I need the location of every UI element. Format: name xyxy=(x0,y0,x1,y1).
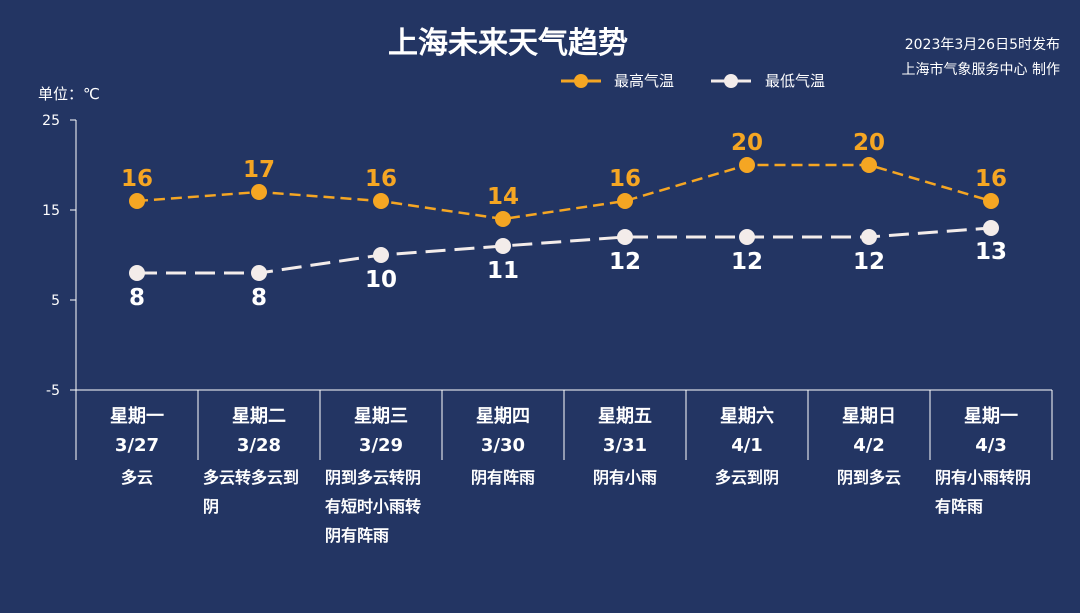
x-day-label: 星期六 xyxy=(720,405,774,427)
high-temp-point xyxy=(373,193,389,209)
low-temp-line xyxy=(137,226,992,275)
high-temp-label: 20 xyxy=(853,130,885,156)
low-temp-point xyxy=(983,220,999,236)
low-temp-point xyxy=(129,265,145,281)
x-day-label: 星期四 xyxy=(476,406,530,427)
y-tick-label: 25 xyxy=(42,113,60,129)
weather-description: 阴到多云 xyxy=(837,468,901,487)
y-axis-ticks: 25 15 5 -5 xyxy=(42,113,76,399)
x-date-label: 4/1 xyxy=(731,435,763,456)
x-day-label: 星期三 xyxy=(354,406,408,427)
x-date-label: 3/31 xyxy=(603,435,647,456)
x-day-label: 星期一 xyxy=(964,406,1018,427)
chart-axes xyxy=(75,120,1053,460)
low-temp-label: 13 xyxy=(975,239,1007,265)
x-day-label: 星期日 xyxy=(842,406,896,427)
unit-label: 单位：℃ xyxy=(38,85,100,103)
low-temp-label: 10 xyxy=(365,267,397,293)
high-temp-label: 14 xyxy=(487,184,519,210)
weather-description: 阴 xyxy=(203,497,219,516)
high-temp-label: 16 xyxy=(121,166,153,192)
low-temp-label: 12 xyxy=(609,249,641,275)
low-temp-label: 11 xyxy=(487,258,519,284)
legend-high-marker xyxy=(574,74,588,88)
weather-description: 阴有小雨转阴 xyxy=(935,468,1031,487)
high-temp-point xyxy=(983,193,999,209)
x-day-label: 星期五 xyxy=(598,406,652,427)
low-temp-point xyxy=(373,247,389,263)
legend-low-label: 最低气温 xyxy=(765,72,825,90)
low-temp-point xyxy=(495,238,511,254)
producer-credit: 上海市气象服务中心 制作 xyxy=(902,61,1060,78)
x-date-label: 4/3 xyxy=(975,435,1007,456)
legend-low-marker xyxy=(724,74,738,88)
low-temp-label: 12 xyxy=(853,249,885,275)
high-temp-label: 16 xyxy=(975,166,1007,192)
chart-series: 16 17 16 14 16 20 20 16 8 8 10 11 12 12 12 13 xyxy=(121,130,1007,311)
chart-title: 上海未来天气趋势 xyxy=(388,26,628,61)
x-date-label: 3/30 xyxy=(481,435,525,456)
low-temp-label: 8 xyxy=(251,285,267,311)
low-temp-point xyxy=(617,229,633,245)
low-temp-point xyxy=(861,229,877,245)
x-date-label: 3/29 xyxy=(359,435,403,456)
x-day-label: 星期一 xyxy=(110,406,164,427)
x-day-label: 星期二 xyxy=(232,406,286,427)
weather-description: 多云转多云到 xyxy=(203,468,299,487)
weather-description: 多云 xyxy=(121,468,153,487)
high-temp-label: 17 xyxy=(243,157,275,183)
weather-description: 阴有小雨 xyxy=(593,468,657,487)
y-tick-label: 5 xyxy=(51,293,60,309)
high-temp-point xyxy=(129,193,145,209)
weather-description: 有阵雨 xyxy=(935,497,983,516)
high-temp-point xyxy=(861,157,877,173)
x-date-label: 4/2 xyxy=(853,435,885,456)
high-temp-label: 20 xyxy=(731,130,763,156)
publish-time: 2023年3月26日5时发布 xyxy=(905,37,1060,53)
chart-legend: 最高气温 最低气温 xyxy=(561,72,825,90)
weather-description: 多云到阴 xyxy=(715,468,779,487)
high-temp-point xyxy=(495,211,511,227)
weather-description: 阴有阵雨 xyxy=(471,468,535,487)
weather-description: 阴到多云转阴 xyxy=(325,468,421,487)
weather-description: 阴有阵雨 xyxy=(325,526,389,545)
low-temp-label: 12 xyxy=(731,249,763,275)
y-tick-label: 15 xyxy=(42,203,60,219)
high-temp-label: 16 xyxy=(365,166,397,192)
low-temp-label: 8 xyxy=(129,285,145,311)
high-temp-point xyxy=(251,184,267,200)
y-tick-label: -5 xyxy=(46,383,60,399)
x-date-label: 3/28 xyxy=(237,435,281,456)
x-date-label: 3/27 xyxy=(115,435,159,456)
low-temp-point xyxy=(251,265,267,281)
low-temp-point xyxy=(739,229,755,245)
high-temp-point xyxy=(739,157,755,173)
weather-description: 有短时小雨转 xyxy=(325,497,421,516)
high-temp-line xyxy=(136,163,992,221)
high-temp-point xyxy=(617,193,633,209)
high-temp-label: 16 xyxy=(609,166,641,192)
legend-high-label: 最高气温 xyxy=(614,72,674,90)
